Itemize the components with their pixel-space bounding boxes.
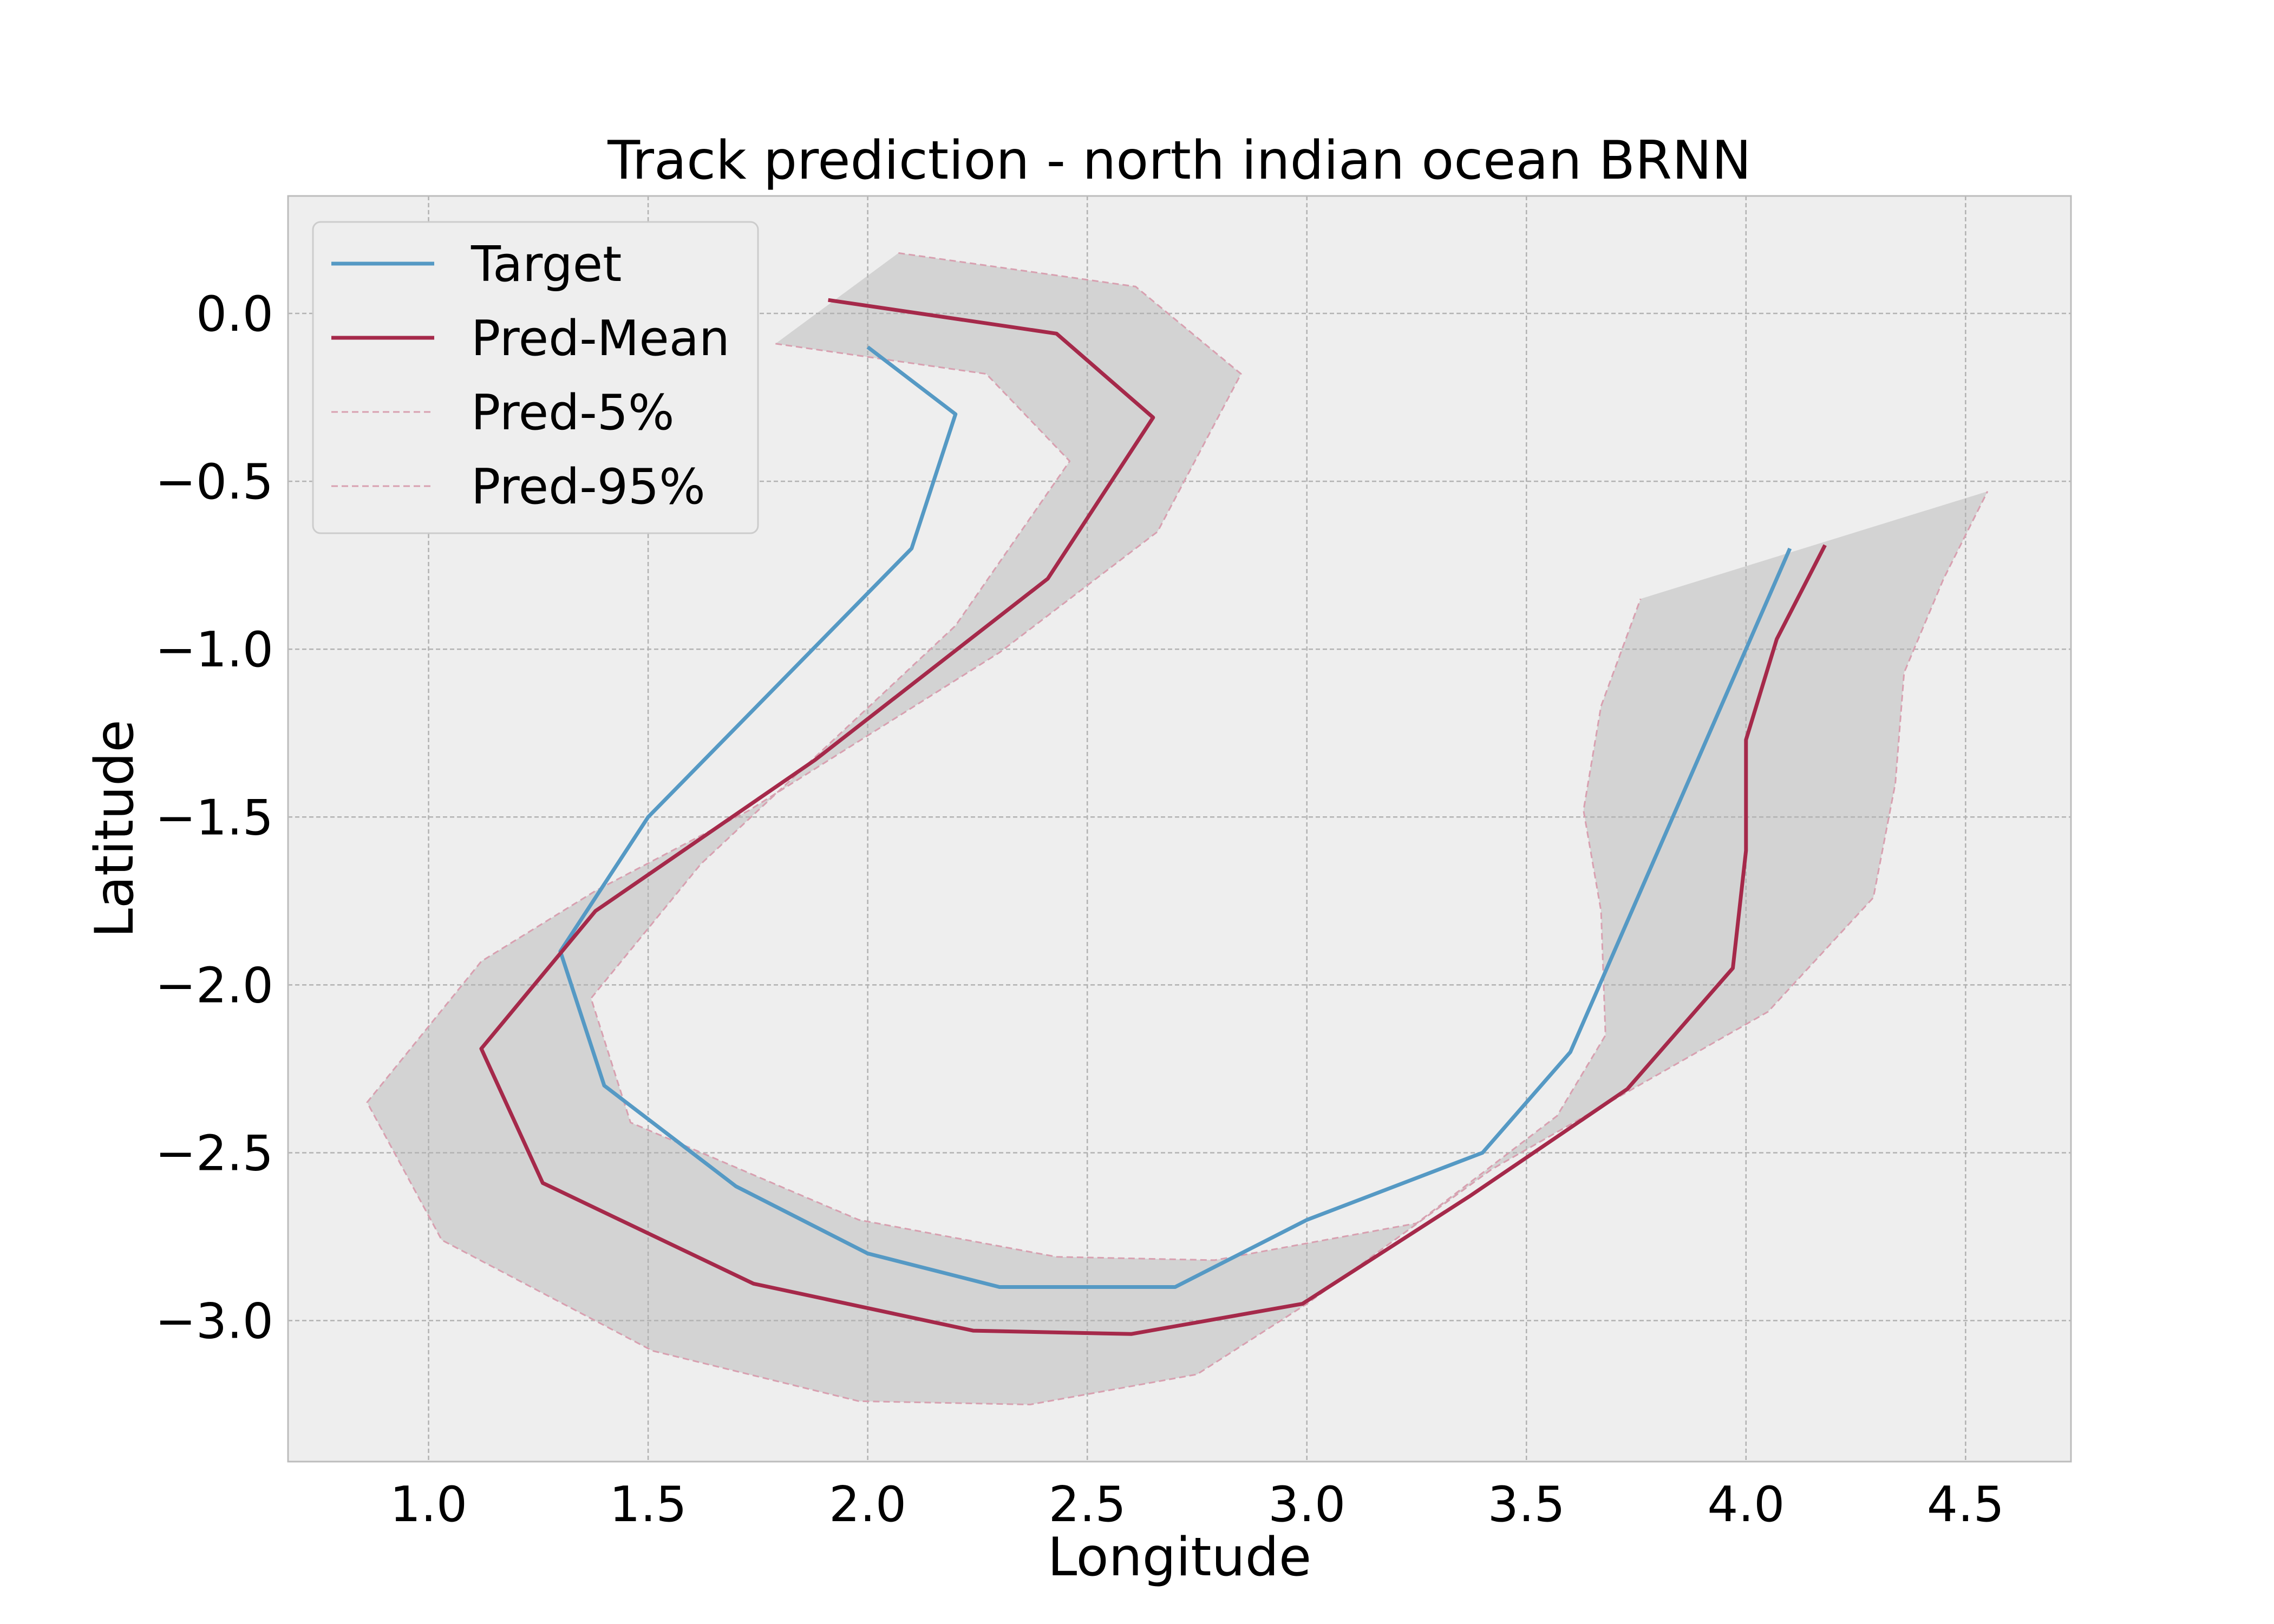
y-tick-label: −1.0 <box>155 621 273 678</box>
series-layer <box>366 252 1989 1406</box>
x-tick-label: 4.0 <box>1707 1476 1785 1533</box>
y-tick-label: −2.0 <box>155 957 273 1014</box>
chart-title: Track prediction - north indian ocean BR… <box>607 130 1751 192</box>
y-tick-label: −0.5 <box>155 454 273 510</box>
x-tick-label: 1.0 <box>390 1476 467 1533</box>
series-line-pred-mean <box>479 298 1827 1336</box>
x-tick-label: 2.0 <box>829 1476 906 1533</box>
confidence-band-layer <box>367 253 1988 1405</box>
series-line-pred-95- <box>366 252 1989 1406</box>
x-tick-label: 3.0 <box>1268 1476 1345 1533</box>
y-tick-label: −2.5 <box>155 1125 273 1182</box>
legend-label: Pred-Mean <box>471 310 730 367</box>
legend: Target Pred-Mean Pred-5% Pred-95% <box>312 221 759 534</box>
y-tick-label: 0.0 <box>196 286 273 343</box>
legend-box <box>312 221 759 534</box>
x-tick-label: 1.5 <box>610 1476 687 1533</box>
tick-label-layer: 1.0 1.5 2.0 2.5 3.0 3.5 4.0 4.5 0.0 −0.5 −1.0 −1.5 −… <box>155 286 2004 1533</box>
y-axis-label: Latitude <box>84 719 146 938</box>
x-tick-label: 2.5 <box>1049 1476 1126 1533</box>
series-line-pred-5- <box>590 343 1642 1261</box>
plot-frame <box>287 195 2072 1463</box>
prediction-confidence-band <box>367 253 1988 1405</box>
series-line-target <box>558 345 1792 1289</box>
y-tick-label: −3.0 <box>155 1293 273 1350</box>
legend-label: Target <box>471 236 622 293</box>
x-tick-label: 4.5 <box>1927 1476 2004 1533</box>
x-tick-label: 3.5 <box>1488 1476 1565 1533</box>
legend-label: Pred-95% <box>471 459 705 515</box>
legend-label: Pred-5% <box>471 384 674 441</box>
y-tick-label: −1.5 <box>155 789 273 846</box>
x-axis-label: Longitude <box>1048 1527 1311 1588</box>
